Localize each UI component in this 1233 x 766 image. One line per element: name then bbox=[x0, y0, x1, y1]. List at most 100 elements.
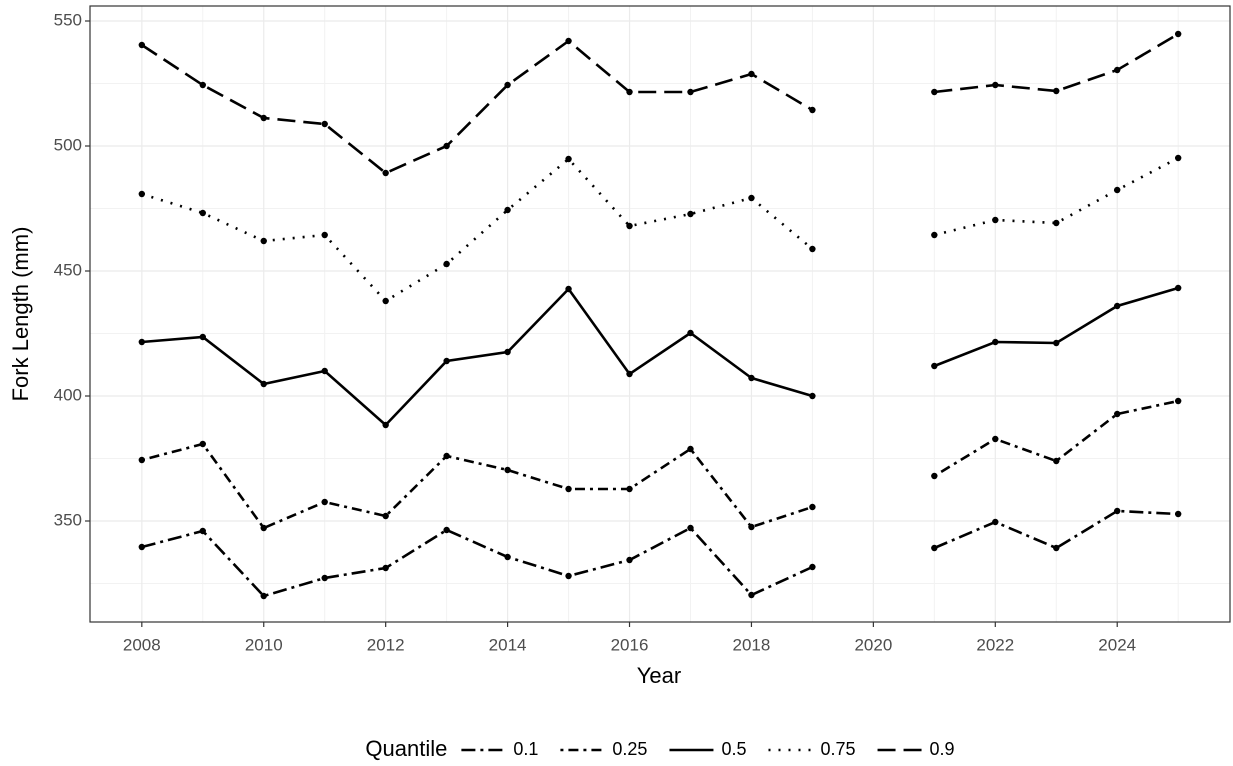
point bbox=[260, 524, 267, 532]
point bbox=[443, 142, 450, 150]
x-tick-label: 2024 bbox=[1098, 635, 1136, 654]
point bbox=[504, 466, 511, 474]
point bbox=[809, 563, 816, 571]
point bbox=[260, 114, 267, 122]
point bbox=[443, 260, 450, 268]
x-axis-title: Year bbox=[637, 663, 681, 688]
x-tick-label: 2010 bbox=[245, 635, 283, 654]
x-tick-label: 2014 bbox=[489, 635, 527, 654]
point bbox=[687, 524, 694, 532]
x-tick-label: 2012 bbox=[367, 635, 405, 654]
point bbox=[504, 206, 511, 214]
point bbox=[809, 392, 816, 400]
x-tick-label: 2016 bbox=[611, 635, 649, 654]
point bbox=[443, 452, 450, 460]
point bbox=[931, 231, 938, 239]
y-tick-label: 450 bbox=[54, 260, 82, 279]
point bbox=[138, 190, 146, 198]
point bbox=[748, 194, 755, 202]
point bbox=[809, 503, 816, 511]
point bbox=[1114, 507, 1121, 515]
point bbox=[992, 81, 999, 89]
point bbox=[138, 543, 146, 551]
point bbox=[626, 88, 633, 96]
point bbox=[199, 81, 206, 89]
point bbox=[321, 498, 328, 506]
point bbox=[809, 245, 816, 253]
series-line bbox=[141, 509, 1179, 598]
point bbox=[382, 169, 389, 177]
legend-label: 0.75 bbox=[820, 739, 855, 759]
series-line bbox=[141, 286, 1179, 427]
x-tick-label: 2018 bbox=[733, 635, 771, 654]
point bbox=[931, 88, 938, 96]
point bbox=[687, 88, 694, 96]
point bbox=[931, 472, 938, 480]
point bbox=[1053, 457, 1060, 465]
y-tick-label: 500 bbox=[54, 135, 82, 154]
y-tick-label: 400 bbox=[54, 385, 82, 404]
point bbox=[321, 574, 328, 582]
point bbox=[382, 297, 389, 305]
legend: Quantile 0.1 0.25 0.5 0.75 0.9 bbox=[365, 736, 954, 761]
series-line bbox=[141, 399, 1179, 530]
point bbox=[1114, 186, 1121, 194]
point bbox=[687, 329, 694, 337]
point bbox=[1174, 397, 1182, 405]
point bbox=[199, 527, 206, 535]
point bbox=[992, 216, 999, 224]
point bbox=[260, 592, 267, 600]
series-line bbox=[141, 32, 1179, 175]
point bbox=[626, 556, 633, 564]
point bbox=[1174, 284, 1182, 292]
point bbox=[687, 445, 694, 453]
point bbox=[199, 333, 206, 341]
point bbox=[504, 81, 511, 89]
point bbox=[565, 155, 572, 163]
point bbox=[504, 553, 511, 561]
point bbox=[382, 421, 389, 429]
point bbox=[138, 338, 146, 346]
plot-border bbox=[89, 5, 1231, 623]
point bbox=[565, 572, 572, 580]
point bbox=[748, 591, 755, 599]
legend-label: 0.5 bbox=[721, 739, 746, 759]
legend-title: Quantile bbox=[365, 736, 447, 761]
point bbox=[1174, 510, 1182, 518]
x-tick-label: 2008 bbox=[123, 635, 161, 654]
legend-label: 0.25 bbox=[612, 739, 647, 759]
point bbox=[1114, 66, 1121, 74]
point bbox=[992, 518, 999, 526]
point bbox=[1114, 302, 1121, 310]
point bbox=[382, 512, 389, 520]
point bbox=[199, 440, 206, 448]
point bbox=[748, 523, 755, 531]
point bbox=[809, 106, 816, 114]
legend-label: 0.9 bbox=[930, 739, 955, 759]
point bbox=[443, 357, 450, 365]
point bbox=[565, 285, 572, 293]
point bbox=[1114, 410, 1121, 418]
series-line bbox=[141, 156, 1179, 303]
point bbox=[504, 348, 511, 356]
point bbox=[565, 37, 572, 45]
point bbox=[382, 564, 389, 572]
point bbox=[992, 338, 999, 346]
point bbox=[565, 485, 572, 493]
point bbox=[443, 526, 450, 534]
point bbox=[748, 374, 755, 382]
y-tick-label: 550 bbox=[54, 10, 82, 29]
point bbox=[931, 544, 938, 552]
point bbox=[748, 70, 755, 78]
point bbox=[1053, 544, 1060, 552]
point bbox=[626, 485, 633, 493]
x-tick-label: 2022 bbox=[976, 635, 1014, 654]
point bbox=[321, 231, 328, 239]
point bbox=[1053, 339, 1060, 347]
point bbox=[931, 362, 938, 370]
point bbox=[626, 370, 633, 378]
point bbox=[1174, 154, 1182, 162]
point bbox=[1053, 87, 1060, 95]
point bbox=[138, 41, 146, 49]
